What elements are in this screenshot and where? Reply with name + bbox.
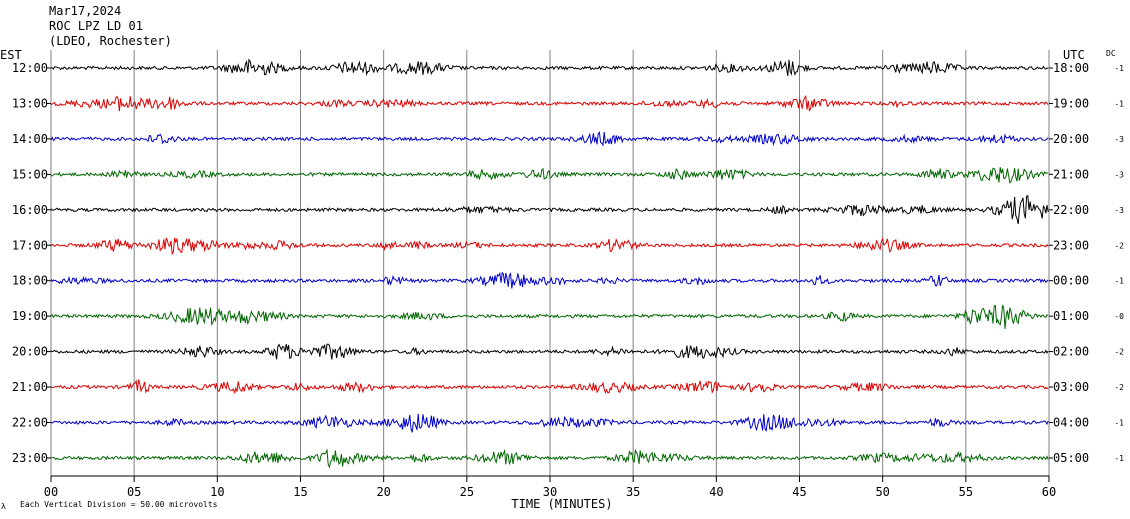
x-tick-label: 35 (626, 485, 640, 499)
est-time-label: 13:00 (12, 96, 48, 110)
x-tick-label: 15 (293, 485, 307, 499)
dc-offset-label: -3 (1114, 206, 1124, 215)
dc-offset-label: -1 (1114, 419, 1124, 428)
x-tick-label: 00 (44, 485, 58, 499)
x-tick-label: 40 (709, 485, 723, 499)
x-tick-label: 25 (460, 485, 474, 499)
trace-line (50, 379, 1049, 394)
dc-offset-label: -2 (1114, 241, 1124, 250)
utc-time-label: 03:00 (1053, 380, 1089, 394)
est-time-label: 17:00 (12, 238, 48, 252)
utc-time-label: 02:00 (1053, 345, 1089, 359)
trace-line (50, 448, 1049, 469)
utc-time-label: 19:00 (1053, 96, 1089, 110)
est-time-label: 18:00 (12, 274, 48, 288)
x-tick-label: 30 (543, 485, 557, 499)
trace-line (50, 343, 1049, 360)
dc-offset-label: -0 (1114, 312, 1124, 321)
trace-line (50, 130, 1049, 147)
est-axis-title: EST (0, 48, 22, 62)
header-date: Mar17,2024 (49, 4, 122, 18)
utc-time-label: 04:00 (1053, 416, 1089, 430)
est-time-label: 15:00 (12, 167, 48, 181)
x-tick-label: 55 (959, 485, 973, 499)
dc-offset-label: -1 (1114, 64, 1124, 73)
trace-line (50, 271, 1049, 289)
est-time-label: 22:00 (12, 416, 48, 430)
est-time-label: 16:00 (12, 203, 48, 217)
utc-time-label: 18:00 (1053, 61, 1089, 75)
utc-time-label: 00:00 (1053, 274, 1089, 288)
est-time-label: 14:00 (12, 132, 48, 146)
dc-offset-label: -1 (1114, 277, 1124, 286)
dc-offset-label: -3 (1114, 135, 1124, 144)
trace-line (50, 237, 1049, 256)
trace-line (50, 413, 1049, 433)
trace-line (50, 194, 1049, 225)
dc-axis-title: DC (1106, 49, 1116, 58)
trace-line (50, 95, 1049, 112)
est-time-label: 12:00 (12, 61, 48, 75)
scale-icon: λ (1, 502, 6, 511)
dc-offset-label: -2 (1114, 383, 1124, 392)
est-time-label: 19:00 (12, 309, 48, 323)
trace-line (50, 58, 1049, 76)
utc-axis-title: UTC (1063, 48, 1085, 62)
header-station: ROC LPZ LD 01 (49, 19, 143, 33)
utc-time-label: 01:00 (1053, 309, 1089, 323)
dc-offset-label: -3 (1114, 170, 1124, 179)
x-tick-label: 05 (127, 485, 141, 499)
header-network: (LDEO, Rochester) (49, 34, 172, 48)
x-tick-label: 20 (376, 485, 390, 499)
utc-time-label: 20:00 (1053, 132, 1089, 146)
x-tick-label: 50 (875, 485, 889, 499)
scale-note: Each Vertical Division = 50.00 microvolt… (20, 500, 218, 509)
trace-line (50, 304, 1049, 329)
dc-offset-label: -1 (1114, 99, 1124, 108)
x-tick-label: 60 (1042, 485, 1056, 499)
x-tick-label: 10 (210, 485, 224, 499)
utc-time-label: 05:00 (1053, 451, 1089, 465)
trace-line (50, 167, 1049, 184)
x-tick-label: 45 (792, 485, 806, 499)
x-axis-title: TIME (MINUTES) (511, 497, 612, 511)
utc-time-label: 22:00 (1053, 203, 1089, 217)
utc-time-label: 23:00 (1053, 238, 1089, 252)
est-time-label: 20:00 (12, 345, 48, 359)
est-time-label: 23:00 (12, 451, 48, 465)
dc-offset-label: -1 (1114, 454, 1124, 463)
utc-time-label: 21:00 (1053, 167, 1089, 181)
est-time-label: 21:00 (12, 380, 48, 394)
dc-offset-label: -2 (1114, 348, 1124, 357)
